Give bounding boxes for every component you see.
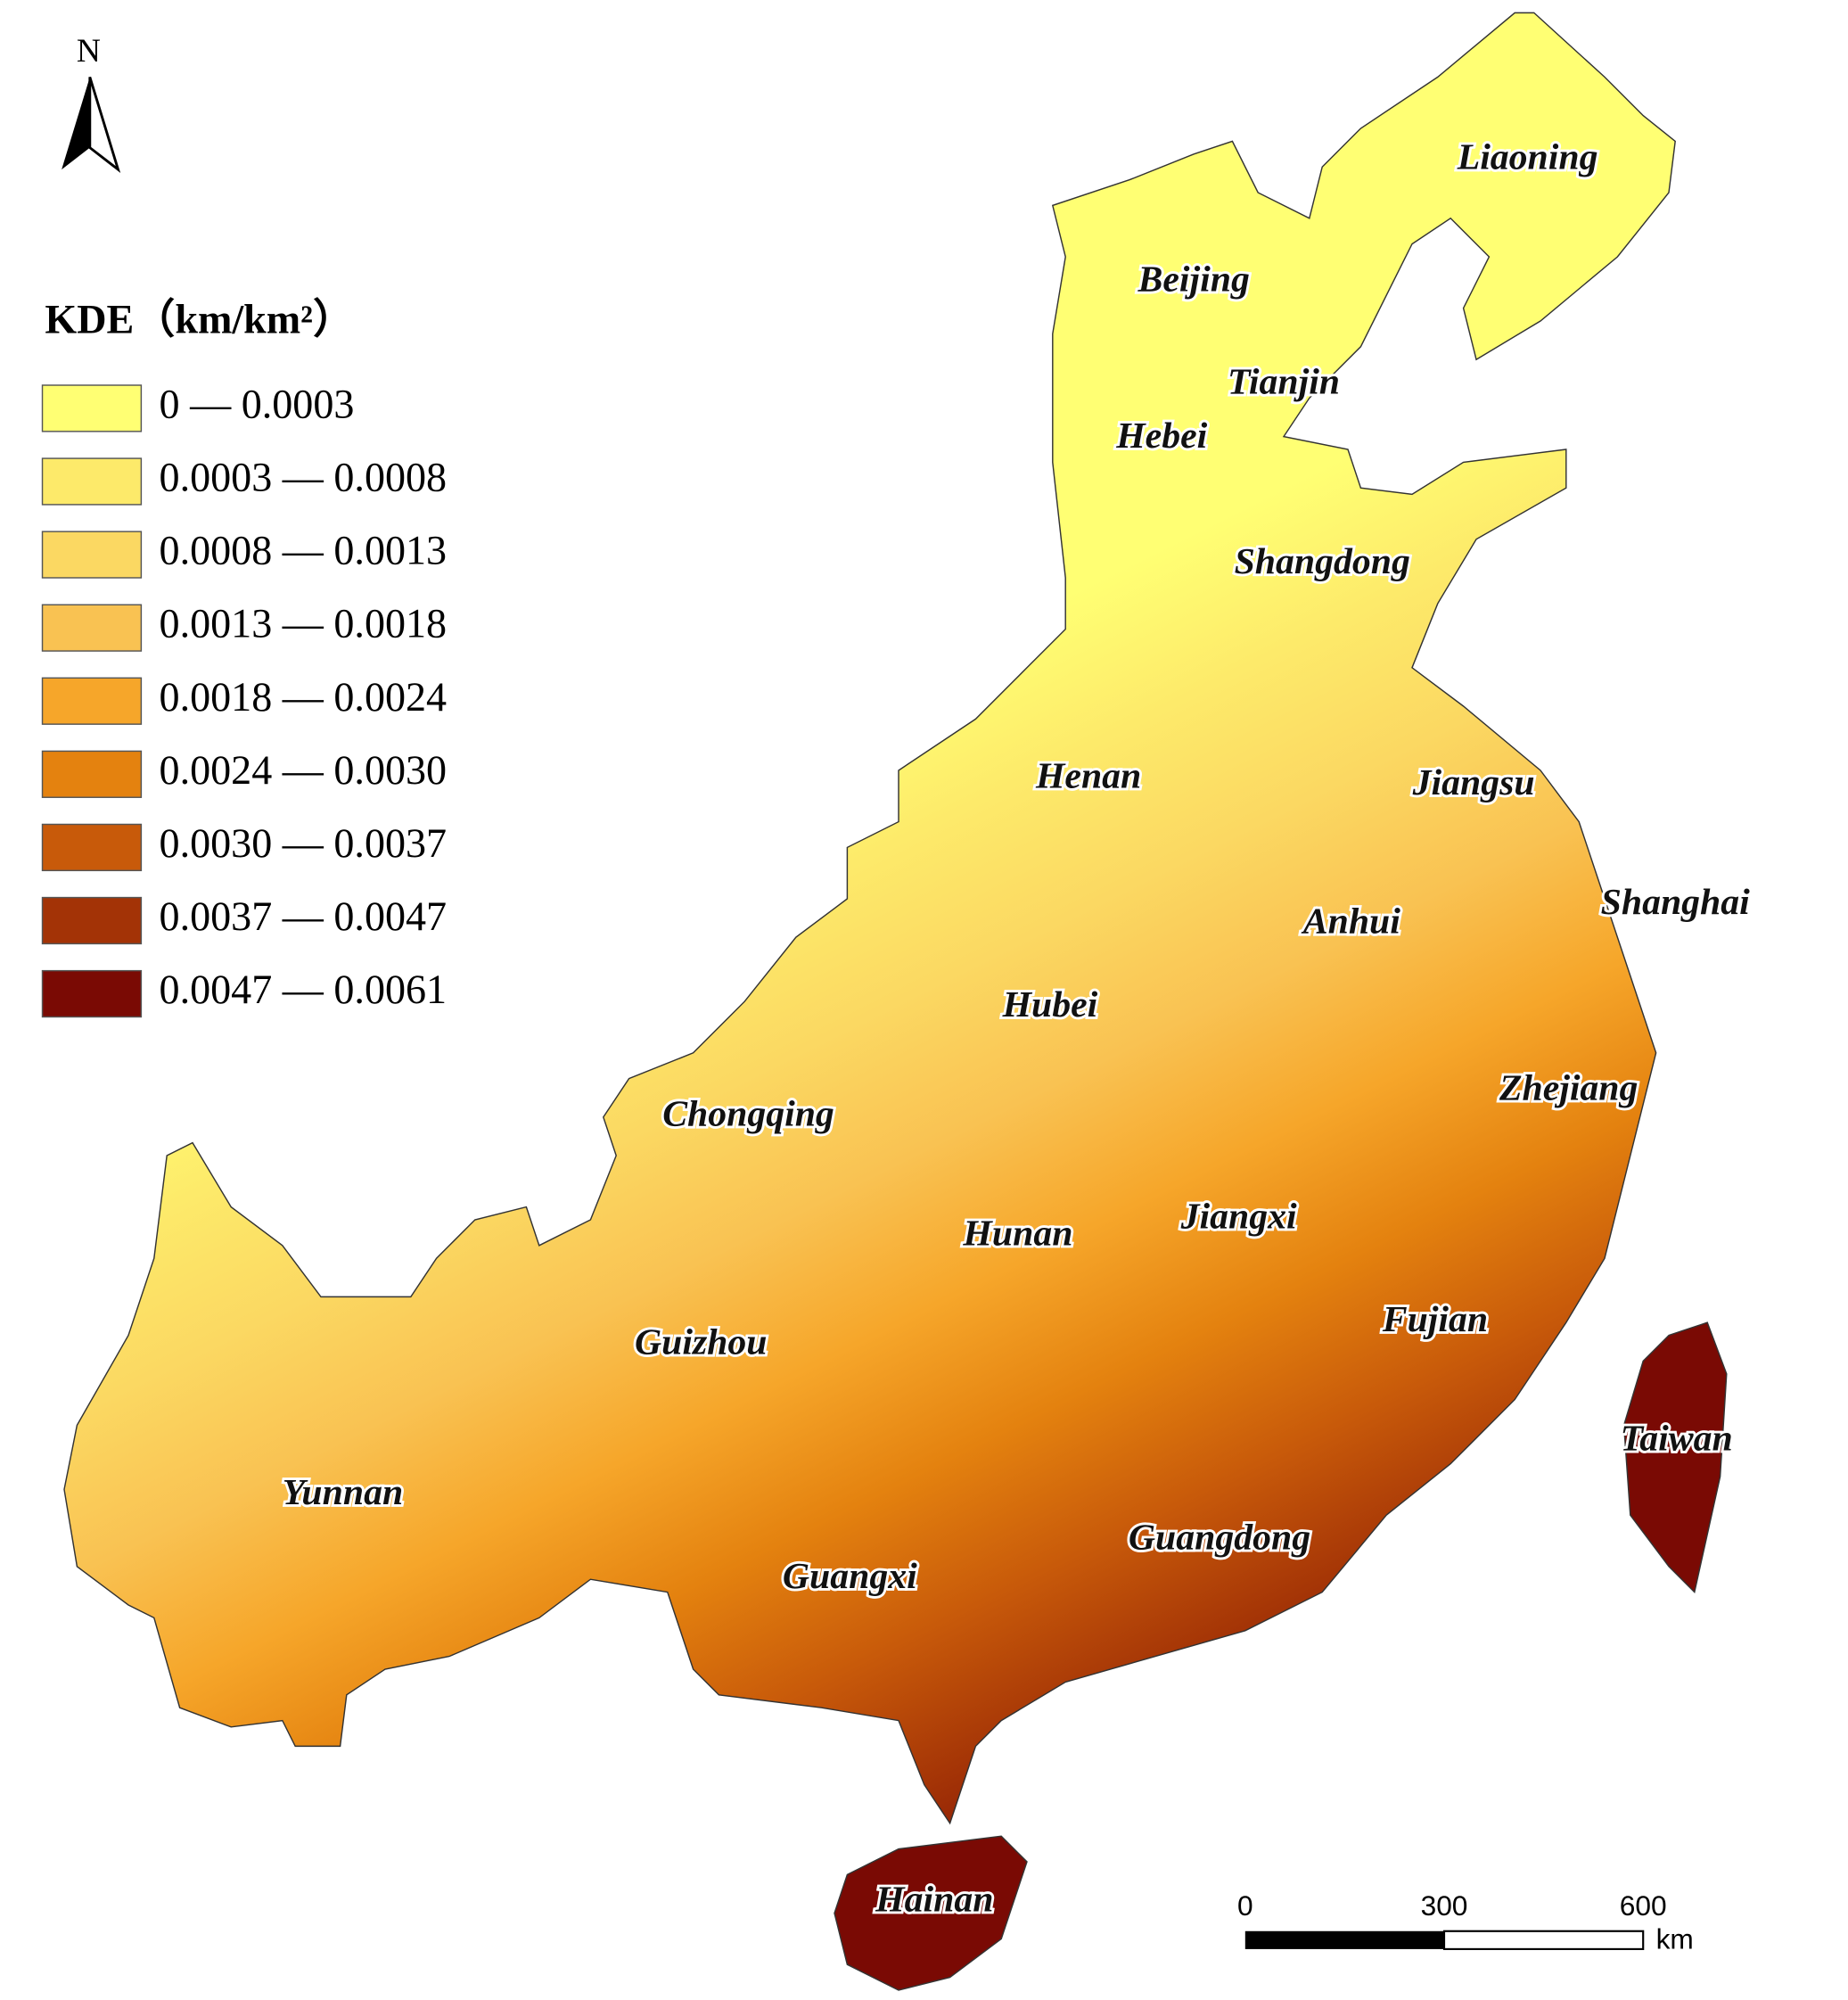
legend-swatch	[41, 531, 143, 579]
province-label: Chongqing	[662, 1093, 834, 1134]
legend-swatch	[41, 750, 143, 798]
mainland	[63, 12, 1676, 1825]
scale-unit: km	[1656, 1923, 1694, 1955]
province-label: Beijing	[1138, 259, 1250, 300]
hainan-island	[834, 1835, 1028, 1991]
province-label: Jiangxi	[1180, 1197, 1297, 1238]
province-label: Guangxi	[783, 1556, 917, 1597]
scale-label: 300	[1421, 1889, 1468, 1922]
province-label: Yunnan	[283, 1472, 403, 1513]
legend-label: 0.0008 — 0.0013	[160, 528, 448, 573]
legend-label: 0.0047 — 0.0061	[160, 967, 448, 1012]
legend-label: 0.0013 — 0.0018	[160, 601, 448, 646]
province-label: Fujian	[1382, 1299, 1488, 1340]
north-arrow-right	[88, 76, 121, 173]
legend-swatch	[41, 677, 143, 725]
legend-title: KDE（km/km²）	[45, 296, 354, 342]
scale-bar-white	[1442, 1930, 1645, 1951]
province-label: Hubei	[1002, 984, 1098, 1025]
legend-label: 0 — 0.0003	[160, 381, 355, 426]
province-label: Guangdong	[1129, 1518, 1310, 1559]
province-label: Guizhou	[635, 1322, 768, 1363]
scale-label: 600	[1620, 1889, 1667, 1922]
legend-label: 0.0003 — 0.0008	[160, 455, 448, 500]
province-label: Shangdong	[1235, 541, 1410, 582]
legend-swatch	[41, 604, 143, 652]
legend-label: 0.0024 — 0.0030	[160, 747, 448, 793]
legend-label: 0.0018 — 0.0024	[160, 674, 448, 720]
north-label: N	[77, 33, 101, 70]
legend-swatch	[41, 384, 143, 432]
province-label: Hainan	[875, 1880, 993, 1921]
province-label: Hunan	[962, 1213, 1072, 1254]
legend-label: 0.0037 — 0.0047	[160, 893, 448, 939]
province-label: Henan	[1035, 756, 1141, 797]
province-label: Liaoning	[1457, 137, 1598, 178]
province-label: Zhejiang	[1499, 1068, 1638, 1109]
province-label: Hebei	[1115, 416, 1207, 457]
taiwan-island	[1622, 1321, 1728, 1594]
north-arrow-left	[62, 77, 90, 170]
province-label: Jiangsu	[1412, 762, 1535, 803]
legend-swatch	[41, 823, 143, 872]
province-label: Shanghai	[1601, 882, 1751, 923]
legend-swatch	[41, 896, 143, 945]
province-label: Anhui	[1301, 901, 1401, 942]
province-label: Tianjin	[1228, 362, 1340, 403]
legend-label: 0.0030 — 0.0037	[160, 820, 448, 866]
legend-swatch	[41, 457, 143, 506]
scale-bar-black	[1244, 1930, 1445, 1949]
province-label: Taiwan	[1621, 1419, 1733, 1460]
scale-label: 0	[1237, 1889, 1253, 1922]
legend-swatch	[41, 969, 143, 1018]
